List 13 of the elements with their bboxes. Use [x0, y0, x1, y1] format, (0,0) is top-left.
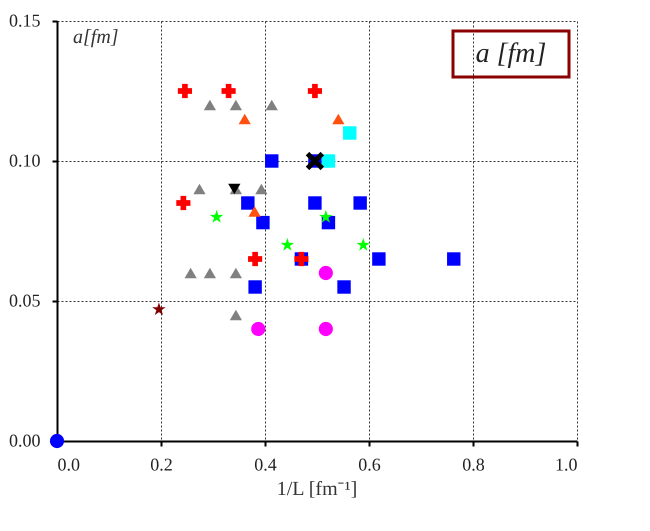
x-tick-label: 0.8	[462, 454, 485, 474]
y-axis-title: a[fm]	[73, 26, 119, 48]
x-tick-label: 0.4	[254, 454, 277, 474]
y-tick-label: 0.15	[9, 10, 40, 30]
y-tick-label: 0.00	[9, 430, 40, 450]
x-tick-label: 1.0	[555, 454, 578, 474]
x-tick-label: 0.2	[150, 454, 173, 474]
x-tick-label: 0.0	[58, 454, 80, 474]
x-tick-label: 0.6	[358, 454, 381, 474]
x-axis-title: 1/L [fm⁻¹]	[276, 478, 358, 500]
y-tick-label: 0.10	[9, 150, 40, 170]
y-tick-label: 0.05	[9, 290, 40, 310]
annotation: a [fm]	[476, 38, 546, 69]
